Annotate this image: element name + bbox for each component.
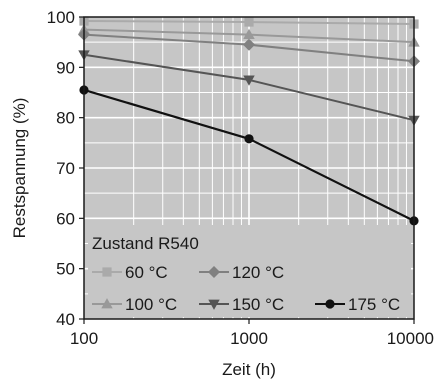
y-tick-label: 100 (47, 8, 75, 27)
legend-item: 150 °C (199, 295, 284, 314)
series-layer (77, 16, 421, 226)
x-tick-label: 10000 (387, 329, 434, 348)
y-tick-label: 40 (56, 310, 75, 329)
legend-label: 150 °C (232, 295, 284, 314)
data-point (244, 134, 254, 144)
legend-swatch-marker (101, 298, 113, 309)
y-tick-label: 60 (56, 209, 75, 228)
y-tick-label: 70 (56, 159, 75, 178)
legend-label: 100 °C (125, 295, 177, 314)
legend-item: 60 °C (92, 263, 168, 282)
y-tick-label: 90 (56, 58, 75, 77)
legend-background (88, 225, 411, 317)
legend-item: 100 °C (92, 295, 177, 314)
legend-label: 120 °C (232, 263, 284, 282)
data-point (243, 28, 255, 40)
legend-swatch-marker (102, 267, 112, 277)
x-axis-title: Zeit (h) (222, 360, 276, 379)
data-point (243, 75, 255, 86)
legend-title: Zustand R540 (92, 234, 199, 253)
legend-label: 60 °C (125, 263, 168, 282)
legend: Zustand R540 60 °C 100 °C 120 °C 150 °C 175 … (92, 234, 400, 314)
legend-swatch-marker (208, 299, 220, 310)
data-point (242, 38, 256, 51)
legend-swatch-marker (207, 265, 221, 279)
axis-ticks: 40 50 60 70 80 90 100 100 1000 10000 (47, 8, 434, 348)
legend-label: 175 °C (348, 295, 400, 314)
y-axis-title: Restspannung (%) (10, 98, 29, 239)
x-tick-label: 100 (70, 329, 98, 348)
data-point (244, 17, 254, 27)
x-tick-label: 1000 (230, 329, 268, 348)
y-tick-label: 50 (56, 260, 75, 279)
legend-item: 175 °C (315, 295, 400, 314)
y-tick-label: 80 (56, 109, 75, 128)
legend-swatch-marker (325, 299, 335, 309)
legend-item: 120 °C (199, 263, 284, 282)
